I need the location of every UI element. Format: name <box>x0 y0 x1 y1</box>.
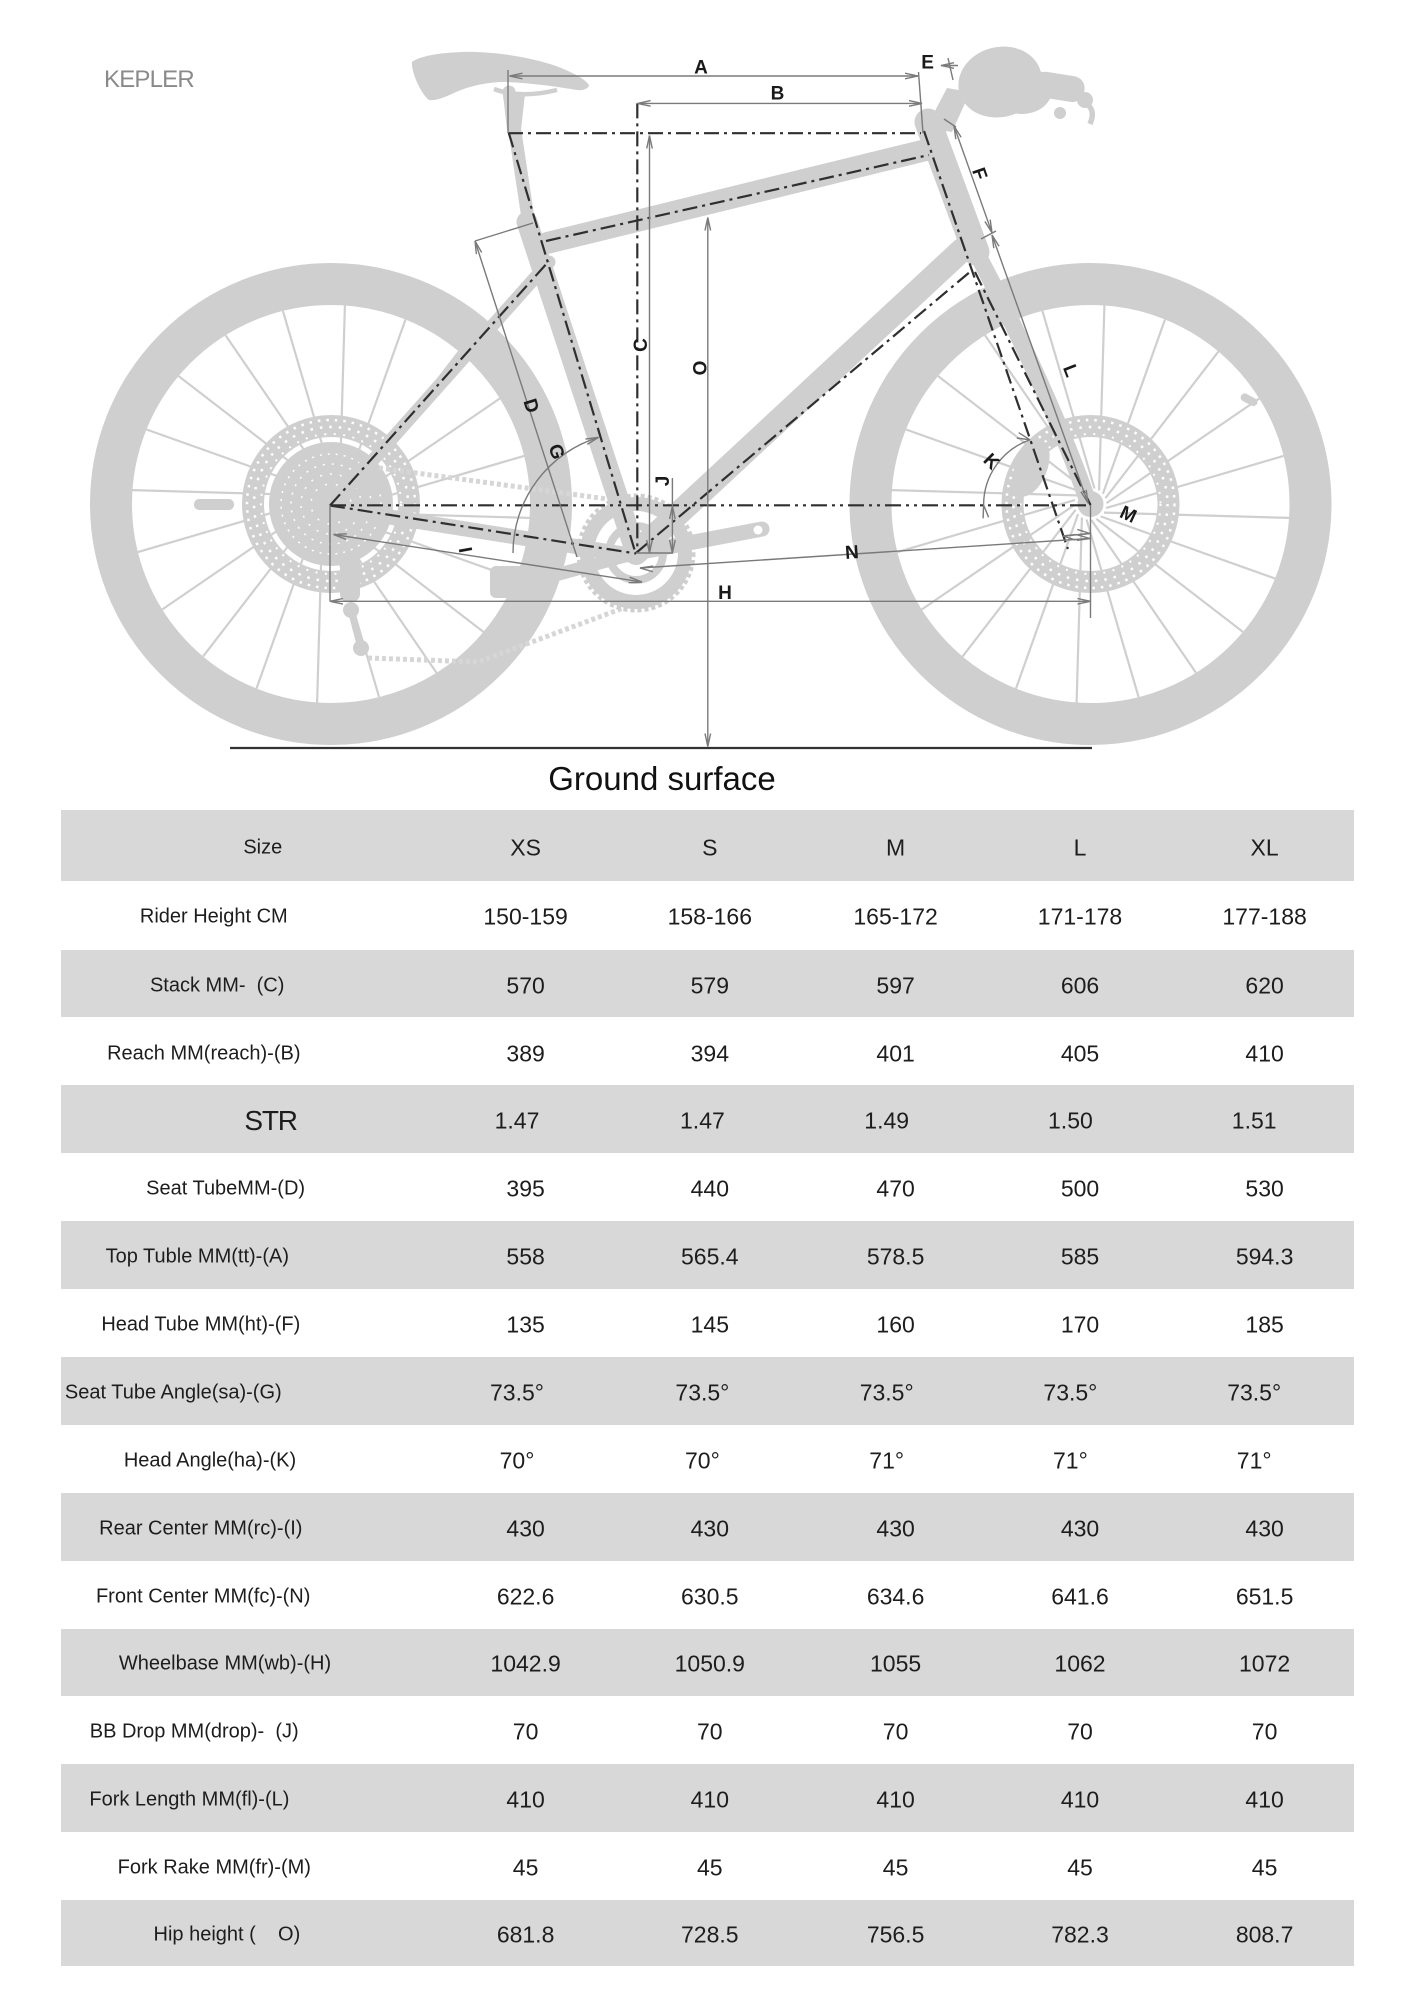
svg-text:J: J <box>653 476 674 487</box>
svg-text:F: F <box>967 165 991 183</box>
svg-text:H: H <box>718 583 732 604</box>
svg-text:Ground surface: Ground surface <box>548 760 775 797</box>
svg-text:D: D <box>518 396 542 415</box>
svg-text:G: G <box>544 441 569 462</box>
svg-text:C: C <box>631 338 652 352</box>
svg-text:A: A <box>694 58 708 79</box>
svg-text:O: O <box>691 361 712 376</box>
svg-text:N: N <box>844 542 859 564</box>
svg-text:E: E <box>921 53 934 74</box>
svg-text:B: B <box>771 84 785 105</box>
svg-text:I: I <box>454 546 476 555</box>
svg-text:K: K <box>979 450 1004 475</box>
svg-text:L: L <box>1058 362 1082 381</box>
